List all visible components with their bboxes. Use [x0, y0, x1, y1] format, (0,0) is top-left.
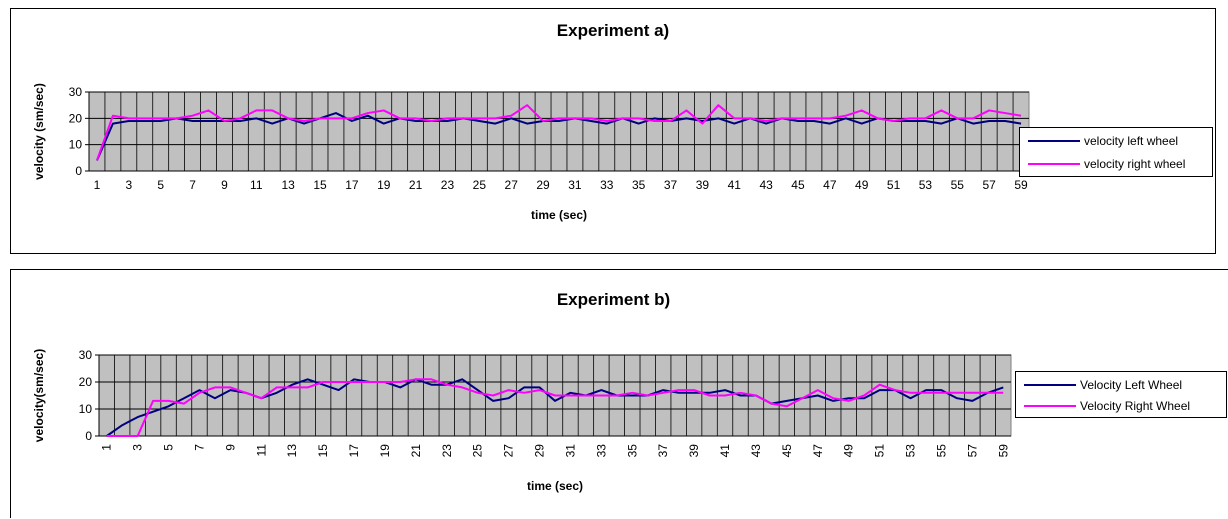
x-tick-label: 29: [533, 444, 547, 458]
x-tick-label: 31: [563, 444, 577, 458]
x-tick-label: 37: [656, 444, 670, 458]
y-axis-title: velocity(sm/sec): [32, 349, 46, 442]
x-tick-label: 33: [594, 444, 608, 458]
series-line: [106, 378, 1004, 437]
x-tick-label: 43: [749, 444, 763, 458]
x-tick-label: 41: [718, 444, 732, 458]
legend-item-right-wheel: Velocity Right Wheel: [1016, 396, 1190, 416]
chart-panel-a: Experiment a) 0 10 20 30 1 3 5 7 9 11 13 15 17 19 21 23…: [10, 8, 1216, 254]
x-tick-label: 45: [791, 178, 805, 192]
series-line: [96, 104, 1022, 161]
x-tick-label: 3: [125, 178, 132, 192]
y-tick-label: 0: [85, 429, 92, 443]
x-tick-label: 59: [1014, 178, 1028, 192]
x-tick-label: 5: [157, 178, 164, 192]
legend-label: Velocity Right Wheel: [1080, 399, 1191, 413]
legend-label: velocity right wheel: [1084, 157, 1186, 171]
chart-legend: velocity left wheel velocity right wheel: [1019, 127, 1213, 177]
x-tick-label: 55: [934, 444, 948, 458]
x-tick-label: 7: [192, 444, 206, 451]
x-tick-label: 11: [254, 444, 268, 457]
x-tick-label: 47: [811, 444, 825, 458]
legend-swatch-right: [1024, 405, 1076, 407]
x-tick-label: 19: [378, 444, 392, 458]
y-tick-label: 30: [69, 85, 83, 99]
plot-area: [88, 91, 1030, 172]
x-tick-label: 29: [536, 178, 550, 192]
legend-label: Velocity Left Wheel: [1080, 378, 1183, 392]
legend-item-right-wheel: velocity right wheel: [1020, 154, 1185, 174]
x-tick-label: 23: [440, 444, 454, 458]
chart-legend: Velocity Left Wheel Velocity Right Wheel: [1015, 371, 1227, 418]
x-tick-label: 41: [728, 178, 742, 192]
x-tick-label: 57: [982, 178, 996, 192]
x-tick-label: 11: [250, 178, 263, 192]
legend-swatch-left: [1028, 140, 1080, 142]
x-tick-label: 47: [823, 178, 837, 192]
legend-item-left-wheel: Velocity Left Wheel: [1016, 375, 1182, 395]
x-tick-label: 35: [632, 178, 646, 192]
chart-title: Experiment b): [556, 290, 671, 309]
x-tick-label: 19: [377, 178, 391, 192]
vertical-gridlines: [104, 92, 1014, 171]
x-tick-label: 39: [696, 178, 710, 192]
legend-swatch-right: [1028, 163, 1080, 165]
x-tick-label: 23: [441, 178, 455, 192]
x-tick-label: 43: [759, 178, 773, 192]
x-tick-label: 51: [873, 444, 887, 458]
x-tick-label: 59: [996, 444, 1010, 458]
legend-item-left-wheel: velocity left wheel: [1020, 131, 1178, 151]
y-axis-title: velocity (sm/sec): [32, 83, 46, 180]
x-tick-label: 35: [625, 444, 639, 458]
y-tick-label: 0: [75, 164, 82, 178]
x-tick-label: 5: [162, 444, 176, 451]
x-tick-label: 37: [664, 178, 678, 192]
series-line: [96, 112, 1022, 161]
x-tick-label: 17: [345, 178, 359, 192]
x-tick-label: 13: [285, 444, 299, 458]
x-axis-title: time (sec): [531, 208, 587, 222]
x-tick-label: 49: [855, 178, 869, 192]
legend-label: velocity left wheel: [1084, 134, 1179, 148]
x-tick-label: 15: [316, 444, 330, 458]
x-axis-title: time (sec): [527, 479, 583, 493]
legend-swatch-left: [1024, 384, 1076, 386]
x-tick-label: 25: [471, 444, 485, 458]
x-tick-label: 7: [189, 178, 196, 192]
x-tick-label: 25: [473, 178, 487, 192]
x-tick-label: 27: [505, 178, 519, 192]
x-tick-label: 1: [94, 178, 101, 192]
x-tick-label: 57: [965, 444, 979, 458]
x-tick-label: 51: [887, 178, 901, 192]
y-tick-label: 20: [79, 375, 93, 389]
x-tick-label: 13: [281, 178, 295, 192]
x-tick-label: 39: [687, 444, 701, 458]
x-tick-label: 53: [904, 444, 918, 458]
x-tick-label: 9: [221, 178, 228, 192]
x-tick-label: 15: [313, 178, 327, 192]
x-tick-label: 21: [409, 444, 423, 458]
x-tick-label: 45: [780, 444, 794, 458]
y-tick-label: 30: [79, 348, 93, 362]
y-tick-label: 10: [79, 402, 93, 416]
x-tick-label: 31: [568, 178, 582, 192]
chart-title: Experiment a): [556, 21, 670, 40]
x-tick-label: 27: [502, 444, 516, 458]
x-tick-label: 3: [131, 444, 145, 451]
x-tick-label: 9: [223, 444, 237, 451]
x-tick-label: 55: [951, 178, 965, 192]
x-tick-label: 53: [919, 178, 933, 192]
y-tick-label: 10: [69, 138, 83, 152]
x-tick-label: 1: [100, 444, 114, 451]
x-tick-label: 49: [842, 444, 856, 458]
chart-panel-b: Experiment b) 0 10 20 30 1 3 5 7 9 11 13 15 17 19 21 23…: [10, 269, 1228, 518]
x-tick-label: 33: [600, 178, 614, 192]
x-tick-label: 17: [347, 444, 361, 458]
x-tick-label: 21: [409, 178, 423, 192]
y-tick-label: 20: [69, 111, 83, 125]
